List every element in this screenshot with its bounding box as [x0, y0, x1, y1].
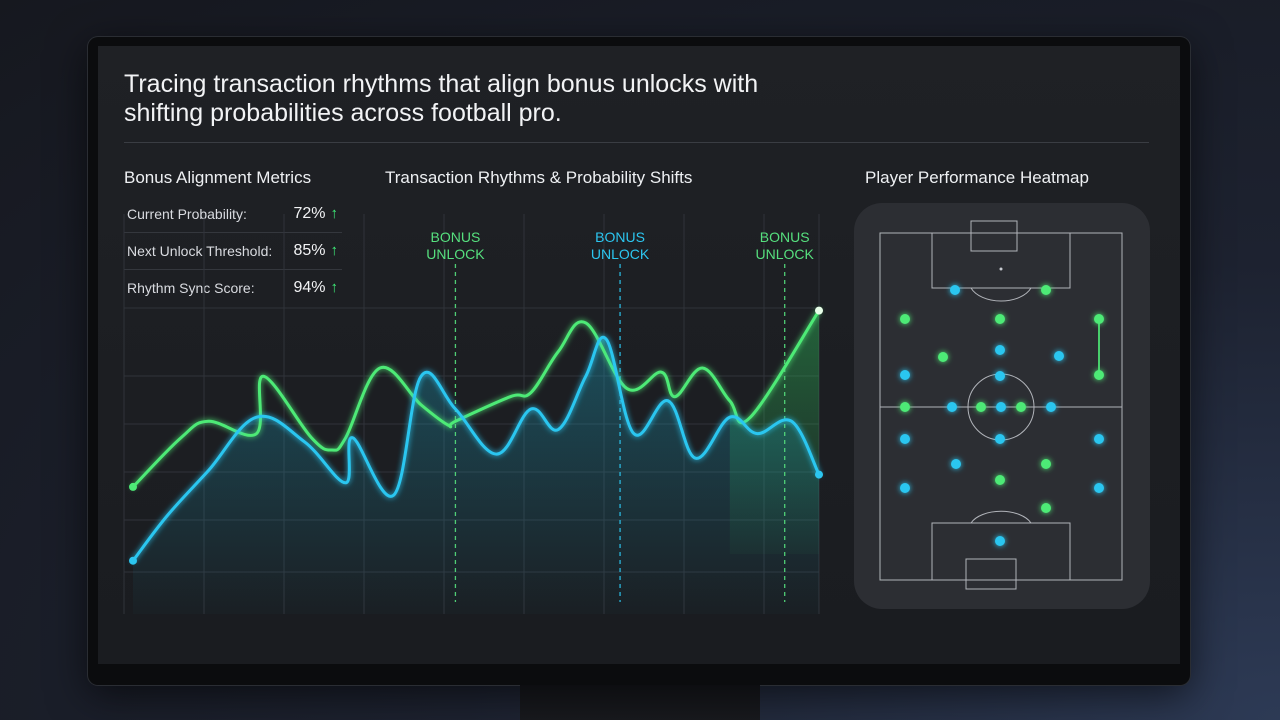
- player-dot: [1094, 483, 1104, 493]
- metric-row-next-unlock-threshold: Next Unlock Threshold: 85% ↑: [124, 233, 342, 270]
- heatmap-panel: [854, 203, 1150, 609]
- player-dot: [976, 402, 986, 412]
- player-dot: [1046, 402, 1056, 412]
- metrics-title: Bonus Alignment Metrics: [124, 168, 312, 187]
- player-dot: [900, 483, 910, 493]
- player-dot: [950, 285, 960, 295]
- metric-row-current-probability: Current Probability: 72% ↑: [124, 196, 342, 233]
- player-dot: [995, 314, 1005, 324]
- player-dot: [947, 402, 957, 412]
- arrow-up-icon: ↑: [330, 242, 339, 259]
- arrow-up-icon: ↑: [330, 205, 339, 222]
- player-dot: [938, 352, 948, 362]
- bonus-unlock-label: BONUS: [431, 229, 481, 245]
- player-dot: [996, 402, 1006, 412]
- metric-label: Current Probability:: [127, 206, 247, 222]
- metric-row-rhythm-sync-score: Rhythm Sync Score: 94% ↑: [124, 270, 342, 306]
- player-dot: [995, 371, 1005, 381]
- player-dot: [995, 345, 1005, 355]
- bottom-penalty-arc: [970, 510, 1032, 524]
- player-dot: [1041, 459, 1051, 469]
- heatmap-title: Player Performance Heatmap: [865, 168, 1089, 187]
- metric-value: 72%: [293, 205, 326, 222]
- bonus-unlock-label: UNLOCK: [591, 246, 650, 262]
- top-goal-box: [970, 220, 1018, 252]
- football-pitch: [879, 220, 1123, 590]
- series-end-point: [815, 470, 823, 479]
- player-dot: [900, 434, 910, 444]
- metrics-panel: Current Probability: 72% ↑ Next Unlock Th…: [124, 196, 342, 306]
- bottom-penalty-area: [931, 522, 1071, 581]
- top-penalty-arc: [970, 287, 1032, 302]
- series-start-point: [129, 556, 137, 565]
- player-dot: [995, 536, 1005, 546]
- player-dot: [1094, 370, 1104, 380]
- player-dot: [1054, 351, 1064, 361]
- metric-label: Rhythm Sync Score:: [127, 280, 255, 296]
- player-dot: [900, 314, 910, 324]
- bonus-unlock-label: UNLOCK: [756, 246, 815, 262]
- series-line: [131, 309, 821, 489]
- metric-label: Next Unlock Threshold:: [127, 243, 273, 259]
- bottom-goal-box: [965, 558, 1017, 590]
- bonus-unlock-label: BONUS: [595, 229, 645, 245]
- dashboard-screen: Tracing transaction rhythms that align b…: [98, 46, 1180, 664]
- series-line: [131, 335, 821, 563]
- player-dot: [1094, 434, 1104, 444]
- metric-value: 94%: [293, 279, 326, 296]
- series-area: [133, 337, 819, 614]
- header-divider: [124, 142, 1149, 143]
- bonus-unlock-label: UNLOCK: [426, 246, 485, 262]
- player-dot: [995, 434, 1005, 444]
- monitor-stand: [520, 685, 760, 720]
- player-dot: [1094, 314, 1104, 324]
- player-dot: [1041, 285, 1051, 295]
- player-dot: [1016, 402, 1026, 412]
- player-dot: [900, 402, 910, 412]
- player-dot: [1041, 503, 1051, 513]
- metric-value: 85%: [293, 242, 326, 259]
- page-title: Tracing transaction rhythms that align b…: [124, 70, 759, 127]
- arrow-up-icon: ↑: [330, 279, 339, 296]
- bonus-unlock-label: BONUS: [760, 229, 810, 245]
- series-end-point: [815, 306, 823, 315]
- top-penalty-area: [931, 232, 1071, 289]
- chart-title: Transaction Rhythms & Probability Shifts: [385, 168, 693, 187]
- penalty-spot: [999, 267, 1003, 271]
- player-dot: [951, 459, 961, 469]
- player-dot: [995, 475, 1005, 485]
- series-start-point: [129, 482, 137, 491]
- player-dot: [900, 370, 910, 380]
